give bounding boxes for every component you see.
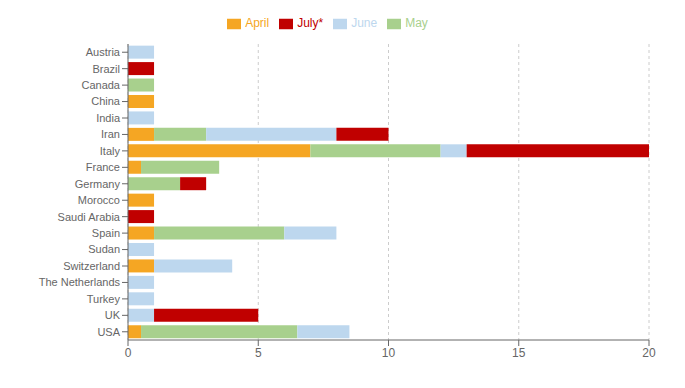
svg-text:Germany: Germany bbox=[75, 178, 121, 190]
html-text:June: June bbox=[351, 16, 378, 30]
svg-text:USA: USA bbox=[97, 326, 120, 338]
svg-text:Iran: Iran bbox=[101, 128, 120, 140]
html-text:May: May bbox=[405, 16, 428, 30]
svg-text:Canada: Canada bbox=[81, 79, 120, 91]
svg-text:India: India bbox=[96, 112, 121, 124]
svg-text:UK: UK bbox=[105, 309, 121, 321]
svg-text:Switzerland: Switzerland bbox=[63, 260, 120, 272]
svg-text:5: 5 bbox=[255, 346, 262, 360]
svg-text:The Netherlands: The Netherlands bbox=[39, 276, 121, 288]
svg-text:15: 15 bbox=[512, 346, 526, 360]
svg-text:10: 10 bbox=[382, 346, 396, 360]
svg-text:Austria: Austria bbox=[86, 46, 121, 58]
html-text:July*: July* bbox=[297, 16, 324, 30]
svg-text:Saudi Arabia: Saudi Arabia bbox=[58, 211, 121, 223]
svg-text:Spain: Spain bbox=[92, 227, 120, 239]
svg-text:Italy: Italy bbox=[100, 145, 121, 157]
svg-text:France: France bbox=[86, 161, 120, 173]
svg-text:Sudan: Sudan bbox=[88, 243, 120, 255]
svg-text:0: 0 bbox=[125, 346, 132, 360]
html-text:April: April bbox=[245, 16, 270, 30]
svg-text:Turkey: Turkey bbox=[87, 293, 121, 305]
svg-text:China: China bbox=[91, 95, 121, 107]
svg-text:Brazil: Brazil bbox=[92, 63, 120, 75]
svg-text:20: 20 bbox=[642, 346, 656, 360]
svg-text:Morocco: Morocco bbox=[78, 194, 120, 206]
